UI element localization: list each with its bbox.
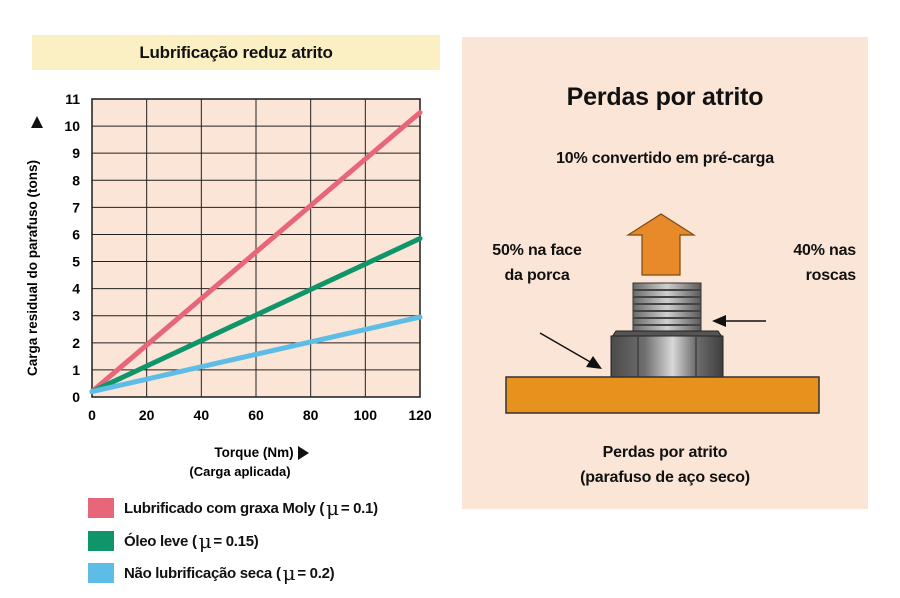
threads-label-line1: 40% nas <box>793 242 856 259</box>
x-axis-arrow-icon <box>298 446 309 460</box>
nut-body <box>610 335 724 378</box>
y-tick-label: 8 <box>72 172 80 188</box>
threads-label: 40% nas roscas <box>740 238 856 288</box>
x-tick-labels: 0 20 40 60 80 100 120 <box>88 407 432 423</box>
chart-title: Lubrificação reduz atrito <box>32 35 440 70</box>
y-axis-label: Carga residual do parafuso (tons) <box>25 160 40 376</box>
legend-item-moly: Lubrificado com graxa Moly (μ = 0.1) <box>88 496 378 520</box>
x-tick-label: 20 <box>139 407 155 423</box>
legend-swatch-oleo <box>88 531 114 551</box>
nut-face-label: 50% na face da porca <box>462 238 612 288</box>
y-tick-label: 6 <box>72 226 80 242</box>
y-tick-labels: 0 1 2 3 4 5 6 7 8 9 10 11 <box>64 91 80 405</box>
base-plate <box>505 376 820 414</box>
bottom-caption-line2: (parafuso de aço seco) <box>580 469 750 486</box>
y-tick-label: 10 <box>64 118 80 134</box>
legend-swatch-moly <box>88 498 114 518</box>
bottom-caption-line1: Perdas por atrito <box>602 444 728 461</box>
y-tick-label: 9 <box>72 145 80 161</box>
legend-item-oleo: Óleo leve (μ = 0.15) <box>88 529 259 553</box>
series-line-2 <box>89 314 423 395</box>
y-tick-label: 7 <box>72 199 80 215</box>
legend-item-seca: Não lubrificação seca (μ = 0.2) <box>88 561 335 585</box>
nut-face-label-line1: 50% na face <box>492 242 582 259</box>
legend-swatch-seca <box>88 563 114 583</box>
bottom-caption: Perdas por atrito (parafuso de aço seco) <box>462 440 868 490</box>
y-tick-label: 4 <box>72 281 80 297</box>
mu-symbol: μ <box>198 529 212 553</box>
x-axis-sublabel: (Carga aplicada) <box>189 464 290 479</box>
series-lines <box>89 110 423 395</box>
y-axis-arrow-icon <box>31 116 43 128</box>
line-chart: 0 20 40 60 80 100 120 0 1 2 3 4 5 6 7 8 9 10 11 Carga res… <box>25 91 432 479</box>
nut-face-label-line2: da porca <box>504 267 570 284</box>
legend-label-seca: Não lubrificação seca <box>124 564 272 582</box>
threads-label-line2: roscas <box>805 267 857 284</box>
nut-face-pointer-icon <box>539 332 602 369</box>
preload-label: 10% convertido em pré-carga <box>556 150 774 167</box>
legend-label-moly: Lubrificado com graxa Moly <box>124 499 316 517</box>
y-tick-label: 1 <box>72 362 80 378</box>
x-tick-label: 120 <box>408 407 432 423</box>
threads-pointer-icon <box>712 315 766 327</box>
legend-mu-value-oleo: = 0.15 <box>213 532 254 550</box>
diagram-title: Perdas por atrito <box>566 83 764 111</box>
x-tick-label: 0 <box>88 407 96 423</box>
legend-mu-value-seca: = 0.2 <box>297 564 330 582</box>
bolt-threads <box>632 282 702 336</box>
x-axis-label: Torque (Nm) <box>214 445 293 460</box>
y-tick-label: 0 <box>72 389 80 405</box>
y-tick-label: 11 <box>65 91 80 107</box>
y-tick-label: 3 <box>72 308 80 324</box>
x-tick-label: 40 <box>194 407 210 423</box>
x-tick-label: 80 <box>303 407 319 423</box>
mu-symbol: μ <box>326 496 339 520</box>
y-tick-label: 2 <box>72 335 80 351</box>
mu-symbol: μ <box>282 561 296 585</box>
bolt-illustration <box>505 213 820 414</box>
x-tick-label: 60 <box>248 407 264 423</box>
series-line-0 <box>89 110 423 395</box>
legend-mu-value-moly: = 0.1 <box>340 499 374 517</box>
legend-label-oleo: Óleo leve <box>124 532 189 550</box>
friction-diagram-panel: Perdas por atrito 10% convertido em pré-… <box>462 37 868 509</box>
preload-arrow-icon <box>625 213 697 276</box>
x-tick-label: 100 <box>354 407 378 423</box>
series-line-1 <box>89 236 423 395</box>
y-tick-label: 5 <box>72 254 80 270</box>
